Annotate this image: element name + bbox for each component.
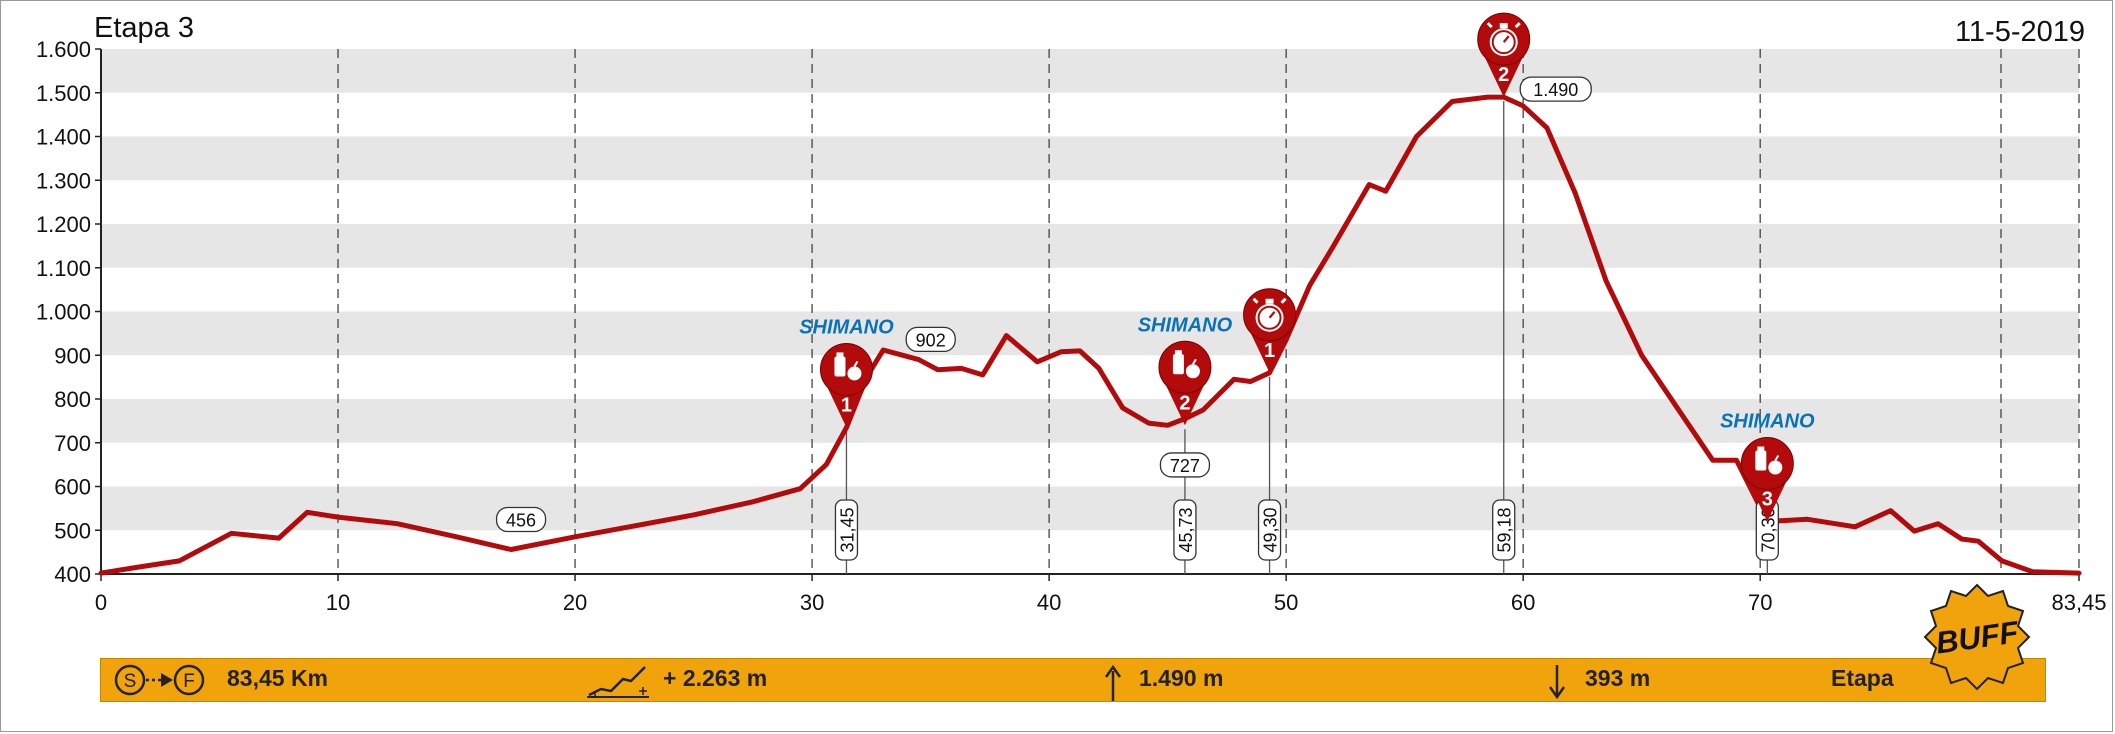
grid-band (101, 224, 2079, 268)
elevation-label: 727 (1170, 456, 1200, 476)
finish-letter: F (183, 671, 195, 692)
km-label: 45,73 (1173, 499, 1197, 561)
pin-number: 2 (1179, 392, 1190, 414)
x-tick-label: 60 (1511, 590, 1535, 615)
pin-head (1158, 340, 1212, 394)
buff-logo: BUFF (1923, 583, 2031, 691)
x-tick-label: 10 (326, 590, 350, 615)
distance-value: 83,45 Km (227, 665, 329, 691)
y-tick-label: 1.300 (36, 168, 91, 193)
grid-band (101, 136, 2079, 181)
km-label-text: 45,73 (1176, 507, 1196, 552)
x-tick-label: 50 (1274, 590, 1298, 615)
y-tick-label: 1.600 (36, 37, 91, 62)
pin-tail (1165, 385, 1204, 426)
x-tick-label: 83,45 (2051, 590, 2106, 615)
timed-checkpoint-marker: 2 (1477, 12, 1531, 98)
y-tick-label: 1.500 (36, 81, 91, 106)
km-label-text: 59,18 (1495, 507, 1515, 552)
start-finish-icon: S F (114, 664, 205, 696)
pin-number: 3 (1762, 489, 1773, 511)
feed-zone-icon (1172, 350, 1200, 379)
shimano-logo: SHIMANO (1138, 314, 1233, 336)
feed-zone-icon (1755, 446, 1783, 475)
pin-tail (827, 387, 866, 428)
x-tick-label: 30 (800, 590, 824, 615)
grid-band (101, 49, 2079, 93)
pin-tail (1250, 332, 1289, 373)
max-altitude-icon (1104, 664, 1122, 701)
timed-checkpoint-marker: 1 (1243, 288, 1297, 373)
km-label-text: 49,30 (1261, 507, 1281, 552)
km-label-text: 70,30 (1758, 507, 1778, 552)
stage-type: Etapa (1831, 665, 1894, 691)
ascent-value: + 2.263 m (663, 665, 768, 691)
pin-number: 2 (1498, 64, 1509, 86)
min-altitude-value: 393 m (1585, 665, 1651, 691)
pin-head (819, 342, 873, 396)
grid-band (101, 311, 2079, 356)
stage-summary-bar: S F 83,45 Km + 2.263 m 1.490 m 393 m Eta… (100, 658, 2046, 702)
ascent-icon (587, 666, 649, 698)
stopwatch-icon (1252, 297, 1287, 332)
stage-date: 11-5-2019 (1954, 16, 2085, 48)
y-tick-label: 800 (54, 387, 91, 412)
pin-number: 1 (1264, 340, 1275, 362)
x-tick-label: 70 (1748, 590, 1772, 615)
elevation-label: 1.490 (1533, 80, 1578, 100)
pin-tail (1484, 57, 1523, 98)
y-tick-label: 700 (54, 431, 91, 456)
min-altitude-icon (1548, 665, 1566, 700)
elevation-label-pill (1159, 452, 1211, 478)
pin-head (1740, 437, 1794, 490)
grid-band (101, 486, 2079, 531)
y-tick-label: 1.100 (36, 256, 91, 281)
grid-band (101, 399, 2079, 443)
y-tick-label: 400 (54, 562, 91, 587)
elevation-line (98, 94, 2082, 576)
km-label: 49,30 (1257, 499, 1282, 561)
elevation-label-pill (1519, 76, 1592, 102)
y-tick-label: 900 (54, 343, 91, 368)
max-altitude-value: 1.490 m (1139, 665, 1224, 691)
y-tick-label: 600 (54, 475, 91, 500)
elevation-label: 456 (506, 511, 536, 531)
start-letter: S (124, 671, 137, 692)
x-tick-label: 0 (95, 590, 107, 615)
km-label: 31,45 (834, 499, 859, 561)
km-label: 59,18 (1492, 499, 1516, 561)
pin-tail (1748, 481, 1787, 522)
shimano-logo: SHIMANO (799, 316, 894, 338)
elevation-label-pill (905, 326, 956, 353)
y-tick-label: 1.400 (36, 125, 91, 150)
feed-zone-marker: 2 (1158, 340, 1212, 426)
y-tick-label: 500 (54, 518, 91, 543)
shimano-logo: SHIMANO (1720, 411, 1815, 433)
x-tick-label: 40 (1037, 590, 1061, 615)
elevation-label-pill (495, 506, 547, 533)
feed-zone-marker: 1 (819, 342, 873, 428)
pin-number: 1 (841, 394, 852, 416)
stage-title: Etapa 3 (94, 12, 194, 44)
feed-zone-icon (834, 352, 862, 381)
stopwatch-icon (1486, 22, 1521, 57)
y-tick-label: 1.200 (36, 212, 91, 237)
y-tick-label: 1.000 (36, 300, 91, 325)
feed-zone-marker: 3 (1740, 437, 1794, 522)
x-tick-label: 20 (563, 590, 587, 615)
km-label-text: 31,45 (837, 507, 857, 552)
elevation-label: 902 (916, 330, 946, 350)
